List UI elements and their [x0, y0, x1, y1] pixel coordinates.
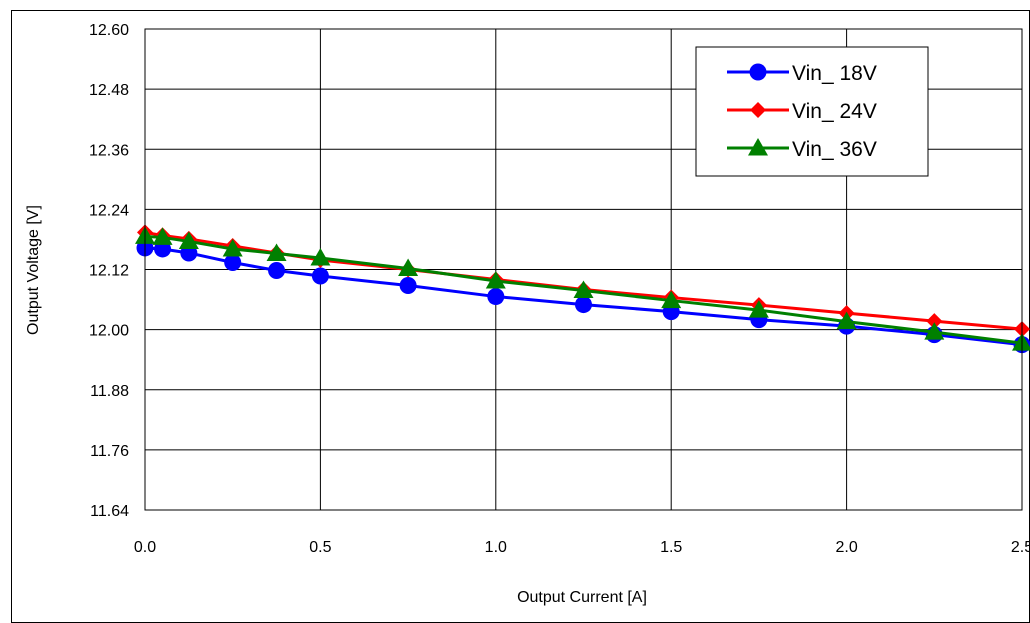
- plot-area-border: [144, 28, 1023, 511]
- data-point: [573, 280, 594, 299]
- x-axis-title: Output Current [A]: [517, 589, 647, 606]
- y-tick-label: 11.76: [90, 443, 129, 460]
- x-tick-label: 0.5: [309, 539, 331, 556]
- legend-swatch-marker: [748, 138, 768, 156]
- y-tick-label: 12.00: [89, 323, 129, 340]
- y-tick-label: 12.48: [89, 82, 129, 99]
- legend-swatch-marker: [749, 63, 767, 81]
- legend-label: Vin_ 24V: [792, 100, 877, 123]
- y-tick-label: 12.36: [89, 142, 129, 159]
- legend-label: Vin_ 18V: [792, 62, 877, 85]
- data-point: [926, 313, 943, 330]
- legend-entry: Vin_ 36V: [727, 138, 877, 161]
- data-point: [310, 247, 331, 266]
- data-point: [487, 288, 505, 306]
- data-point: [1012, 333, 1030, 351]
- data-point: [398, 258, 419, 276]
- tick-label-layer: 0.0 0.5 1.0 1.5 2.0 2.5 12.60 12.48 12.36 12.24 12…: [89, 22, 1030, 556]
- data-point: [222, 238, 243, 257]
- data-point: [268, 262, 286, 280]
- y-axis-title: Output Voltage [V]: [25, 205, 42, 335]
- x-tick-label: 0.0: [134, 539, 156, 556]
- y-tick-label: 12.24: [89, 202, 129, 219]
- legend-entry: Vin_ 24V: [727, 100, 877, 123]
- data-point: [924, 322, 945, 340]
- legend-swatch-marker: [750, 102, 766, 118]
- data-point: [266, 243, 287, 261]
- x-tick-label: 2.5: [1011, 539, 1030, 556]
- x-tick-label: 1.5: [660, 539, 682, 556]
- series-layer: [135, 224, 1030, 354]
- legend-entry: Vin_ 18V: [727, 62, 877, 85]
- legend-label: Vin_ 36V: [792, 138, 877, 161]
- data-point: [661, 290, 682, 309]
- y-tick-label: 12.60: [89, 22, 129, 39]
- legend: Vin_ 18V Vin_ 24V Vin_ 36V: [695, 46, 929, 177]
- y-tick-label: 11.64: [90, 503, 129, 520]
- data-point: [152, 227, 173, 245]
- data-point: [224, 253, 242, 271]
- x-tick-label: 2.0: [835, 539, 857, 556]
- x-tick-label: 1.0: [485, 539, 507, 556]
- data-point: [748, 300, 769, 318]
- y-tick-label: 11.88: [90, 383, 129, 400]
- series-line: [144, 234, 1023, 345]
- data-point: [178, 231, 199, 249]
- data-point: [399, 277, 417, 295]
- data-point: [575, 296, 592, 314]
- series-triangle: [135, 226, 1030, 351]
- y-tick-label: 12.12: [89, 263, 129, 280]
- data-point: [836, 311, 857, 330]
- data-point: [311, 267, 329, 285]
- data-point: [485, 271, 506, 289]
